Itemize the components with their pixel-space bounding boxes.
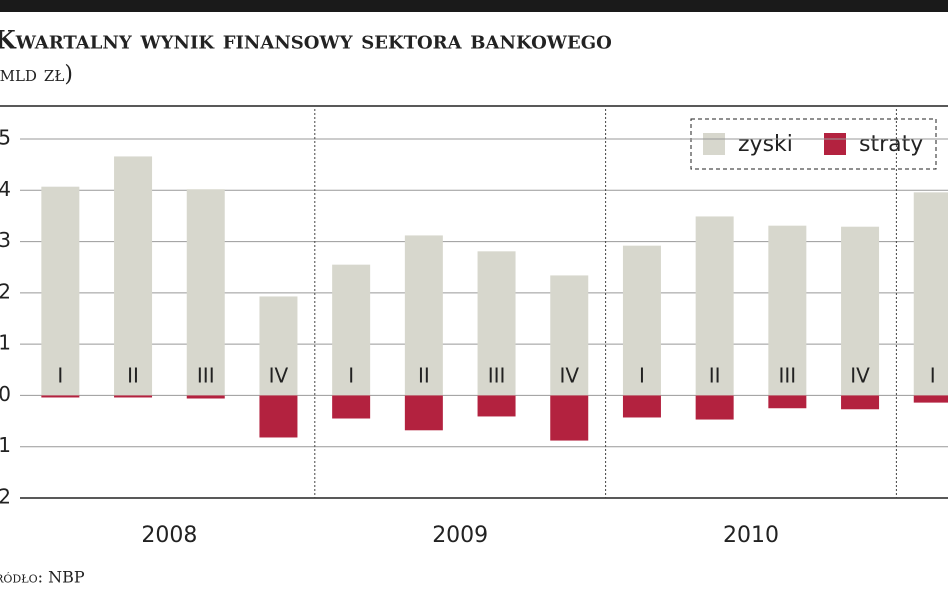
- x-tick-label: III: [197, 364, 215, 388]
- bar: [695, 395, 734, 420]
- bar: [477, 251, 516, 396]
- x-tick-label: I: [57, 364, 63, 388]
- source: Źródło: NBP: [0, 567, 85, 587]
- bar: [186, 395, 225, 399]
- x-tick-label: IV: [559, 364, 579, 388]
- x-tick-label: II: [709, 364, 721, 388]
- x-tick-label: II: [127, 364, 139, 388]
- year-label: 2010: [723, 523, 779, 548]
- x-tick-label: I: [348, 364, 354, 388]
- bar: [186, 189, 225, 396]
- y-tick-label: 1: [0, 331, 11, 355]
- x-tick-label: I: [639, 364, 645, 388]
- bar: [259, 296, 298, 396]
- bar: [622, 395, 661, 418]
- chart-title: Kwartalny wynik finansowy sektora bankow…: [0, 26, 612, 55]
- legend-label: straty: [859, 132, 923, 157]
- bar: [768, 395, 807, 409]
- y-tick-label: 5: [0, 126, 11, 150]
- y-tick-label: 3: [0, 228, 11, 252]
- bar: [695, 216, 734, 396]
- chart-subtitle: (mld zł): [0, 62, 73, 87]
- bar: [622, 245, 661, 396]
- bar: [259, 395, 298, 438]
- bar: [332, 395, 371, 419]
- legend-label: zyski: [738, 132, 793, 157]
- bar: [841, 395, 880, 410]
- legend-swatch: [824, 133, 846, 155]
- y-tick-label: 0: [0, 382, 11, 406]
- y-tick-label: -2: [0, 485, 11, 509]
- x-tick-label: II: [418, 364, 430, 388]
- bar: [41, 186, 80, 396]
- bar: [404, 395, 443, 431]
- legend: zyski straty: [690, 118, 937, 170]
- y-tick-label: 2: [0, 279, 11, 303]
- year-label: 2009: [432, 523, 488, 548]
- x-tick-label: IV: [269, 364, 289, 388]
- top-band: [0, 0, 948, 12]
- legend-box: [690, 118, 937, 170]
- bar: [114, 395, 153, 398]
- x-tick-label: IV: [850, 364, 870, 388]
- year-label: 2008: [141, 523, 197, 548]
- x-tick-label: III: [778, 364, 796, 388]
- y-tick-label: -1: [0, 433, 11, 457]
- bar: [550, 395, 589, 441]
- legend-swatch: [703, 133, 725, 155]
- bar: [114, 156, 153, 396]
- bar: [841, 226, 880, 396]
- bar: [477, 395, 516, 417]
- bar: [404, 235, 443, 396]
- x-tick-label: I: [930, 364, 936, 388]
- bar: [913, 192, 948, 396]
- bar: [913, 395, 948, 403]
- bar: [550, 275, 589, 396]
- bar: [332, 264, 371, 396]
- x-tick-label: III: [488, 364, 506, 388]
- bar: [41, 395, 80, 398]
- bar: [768, 225, 807, 396]
- y-tick-label: 4: [0, 177, 11, 201]
